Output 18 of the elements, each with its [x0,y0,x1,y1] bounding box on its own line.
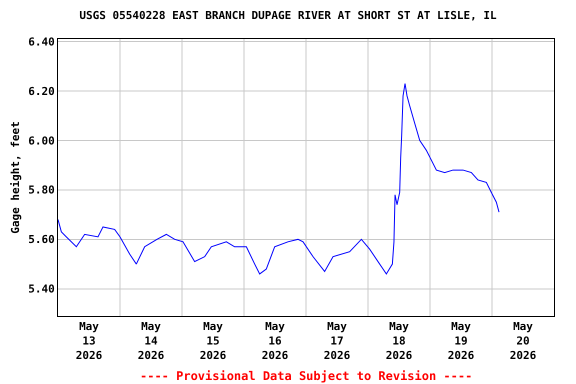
y-axis-title: Gage height, feet [8,121,22,234]
y-tick-label: 5.40 [28,282,55,296]
x-tick-label: May 13 2026 [76,320,103,362]
x-tick-label: May 17 2026 [324,320,351,362]
x-tick-label: May 20 2026 [510,320,537,362]
y-tick-label: 5.60 [28,233,55,246]
y-tick-label: 6.40 [28,35,55,48]
x-tick-label: May 19 2026 [448,320,475,362]
line-series [58,83,500,274]
chart-title: USGS 05540228 EAST BRANCH DUPAGE RIVER AT SHORT ST AT LISLE, IL [79,9,497,22]
x-tick-label: May 16 2026 [262,320,289,362]
y-tick-label: 5.80 [28,184,55,197]
x-tick-label: May 15 2026 [200,320,227,362]
x-tick-label: May 14 2026 [138,320,165,362]
x-tick-label: May 18 2026 [386,320,413,362]
y-tick-label: 6.00 [28,134,55,148]
y-tick-label: 6.20 [28,84,55,98]
text: ---- Provisional Data Subject to Revision ---- [140,369,472,383]
